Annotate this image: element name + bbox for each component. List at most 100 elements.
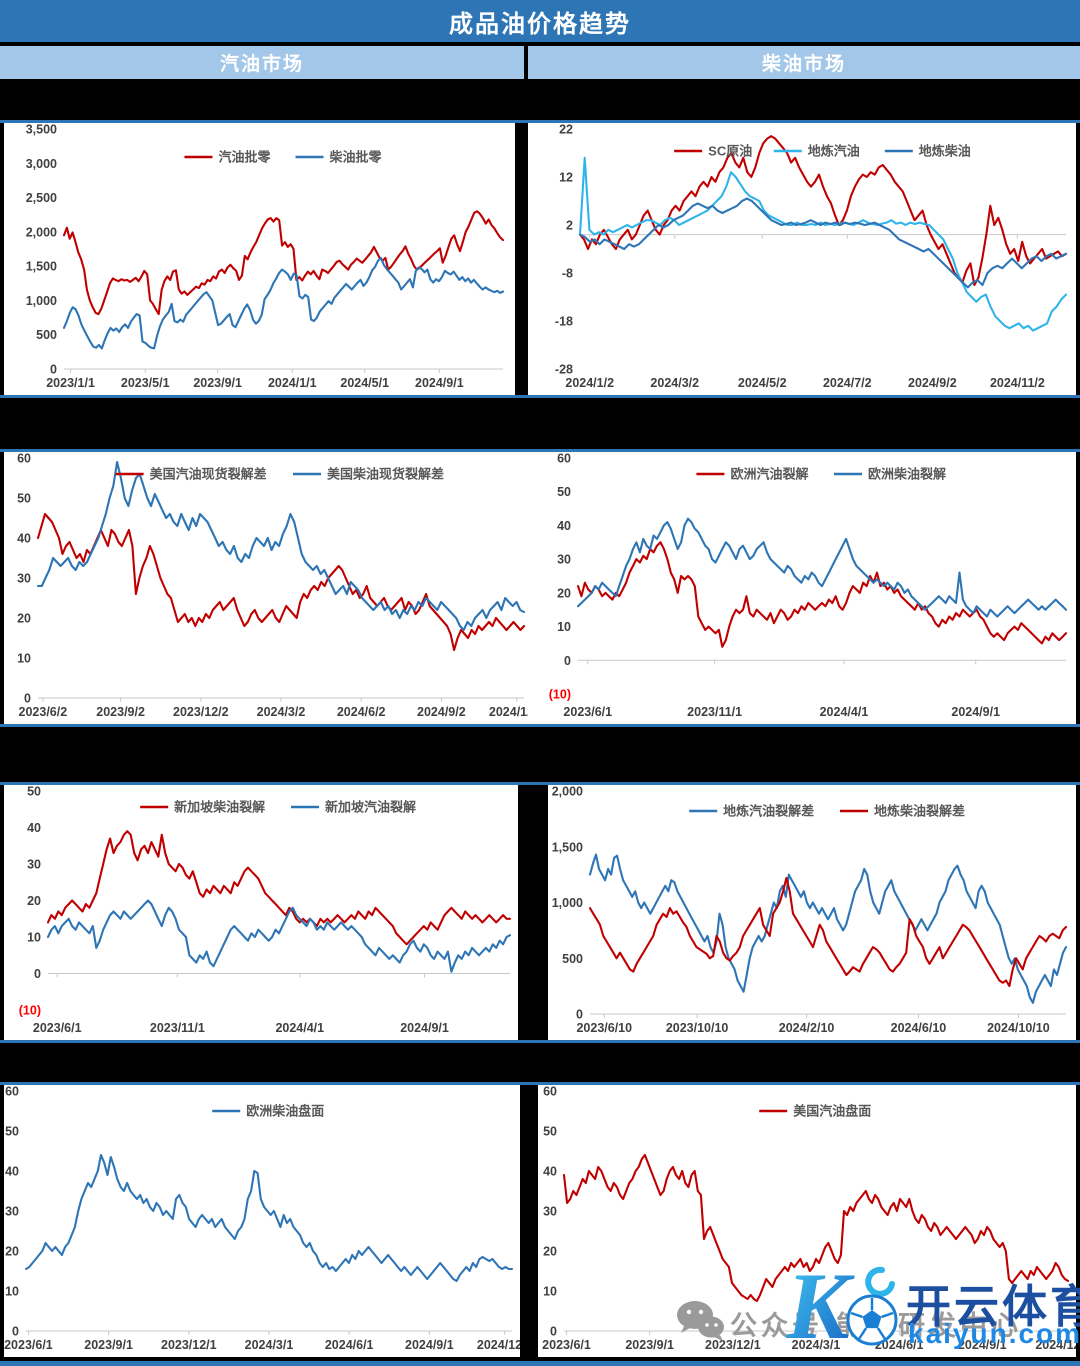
svg-text:2,500: 2,500 <box>26 191 57 205</box>
svg-text:10: 10 <box>17 652 31 666</box>
y-axis-labels: (10) 0 10 20 30 40 50 <box>19 785 41 1018</box>
svg-text:2024/9/2: 2024/9/2 <box>417 705 466 719</box>
svg-text:2023/9/1: 2023/9/1 <box>625 1338 674 1352</box>
y-axis-labels: 0 10 20 30 40 50 60 <box>5 1085 19 1339</box>
gasoline-diesel-wholesale-retail-chart: 0 500 1,000 1,500 2,000 2,500 3,000 3,500 2023/1… <box>26 123 505 390</box>
divider <box>0 42 1080 46</box>
svg-text:50: 50 <box>543 1125 557 1139</box>
svg-text:500: 500 <box>36 328 57 342</box>
svg-text:2023/6/1: 2023/6/1 <box>563 705 612 719</box>
legend: 汽油批零 柴油批零 <box>184 150 383 165</box>
series-欧洲柴油盘面 <box>24 1153 514 1283</box>
svg-text:3,500: 3,500 <box>26 123 57 137</box>
svg-text:60: 60 <box>557 452 571 466</box>
x-axis-labels: 2024/1/2 2024/3/2 2024/5/2 2024/7/2 2024/9/2… <box>565 376 1045 390</box>
accent-line <box>0 120 1080 123</box>
chart-panel-europe-crack: (10) 0 10 20 30 40 50 60 2023/6/1 2023/11/1 2024/4… <box>528 452 1076 724</box>
x-axis-labels: 2023/6/1 2023/11/1 2024/4/1 2024/9/1 <box>563 705 1000 719</box>
svg-text:2023/5/1: 2023/5/1 <box>121 376 170 390</box>
svg-text:(10): (10) <box>19 1004 41 1018</box>
svg-text:-28: -28 <box>555 363 573 377</box>
category-axis <box>590 1013 1066 1018</box>
svg-text:30: 30 <box>557 553 571 567</box>
svg-text:50: 50 <box>557 485 571 499</box>
legend: 新加坡柴油裂解 新加坡汽油裂解 <box>140 800 416 815</box>
category-axis <box>578 659 1066 665</box>
legend: SC原油 地炼汽油 地炼柴油 <box>674 144 971 159</box>
svg-text:40: 40 <box>557 519 571 533</box>
svg-text:地炼汽油裂解差: 地炼汽油裂解差 <box>723 804 814 819</box>
x-axis-labels: 2023/6/1 2023/9/1 2023/12/1 2024/3/1 2024/6/… <box>542 1338 1080 1352</box>
category-axis <box>564 1330 1068 1335</box>
x-axis-labels: 2023/6/1 2023/9/1 2023/12/1 2024/3/1 2024/6/… <box>4 1338 532 1352</box>
y-axis-labels: -28 -18 -8 2 12 22 <box>555 123 573 377</box>
legend: 美国汽油现货裂解差 美国柴油现货裂解差 <box>115 467 444 482</box>
legend: 地炼汽油裂解差 地炼柴油裂解差 <box>689 804 965 819</box>
svg-text:30: 30 <box>17 572 31 586</box>
svg-text:1,500: 1,500 <box>26 260 57 274</box>
svg-text:2023/6/1: 2023/6/1 <box>4 1338 53 1352</box>
svg-text:地炼柴油裂解差: 地炼柴油裂解差 <box>874 804 965 819</box>
column-divider <box>524 46 528 79</box>
svg-text:地炼汽油: 地炼汽油 <box>808 144 860 159</box>
y-axis-labels: 0 10 20 30 40 50 60 <box>543 1085 557 1339</box>
legend: 欧洲柴油盘面 <box>212 1104 324 1119</box>
svg-text:3,000: 3,000 <box>26 157 57 171</box>
svg-text:50: 50 <box>17 492 31 506</box>
page-title: 成品油价格趋势 <box>0 0 1080 42</box>
spacer-band <box>0 79 1080 120</box>
series-地炼汽油裂解差 <box>588 853 1068 1004</box>
svg-text:0: 0 <box>50 363 57 377</box>
svg-text:2024/6/10: 2024/6/10 <box>891 1021 947 1035</box>
svg-text:30: 30 <box>5 1205 19 1219</box>
svg-text:新加坡汽油裂解: 新加坡汽油裂解 <box>325 800 416 815</box>
svg-text:(10): (10) <box>549 688 571 702</box>
svg-text:欧洲柴油盘面: 欧洲柴油盘面 <box>246 1104 324 1119</box>
series-美国柴油现货裂解差 <box>36 460 526 632</box>
svg-text:2024/1/2: 2024/1/2 <box>565 376 614 390</box>
svg-text:1,000: 1,000 <box>26 294 57 308</box>
svg-text:2: 2 <box>566 219 573 233</box>
svg-text:2024/9/2: 2024/9/2 <box>908 376 957 390</box>
legend: 美国汽油盘面 <box>759 1104 871 1119</box>
svg-text:10: 10 <box>5 1285 19 1299</box>
svg-text:0: 0 <box>34 967 41 981</box>
svg-text:2024/12/2: 2024/12/2 <box>489 705 528 719</box>
row-separator <box>0 1040 1080 1085</box>
svg-text:2023/9/1: 2023/9/1 <box>84 1338 133 1352</box>
svg-text:汽油批零: 汽油批零 <box>218 150 271 165</box>
svg-text:0: 0 <box>12 1325 19 1339</box>
svg-text:60: 60 <box>5 1085 19 1099</box>
svg-text:500: 500 <box>562 952 583 966</box>
svg-text:2024/9/1: 2024/9/1 <box>951 705 1000 719</box>
svg-text:2023/11/1: 2023/11/1 <box>687 705 742 719</box>
svg-text:2023/12/1: 2023/12/1 <box>705 1338 761 1352</box>
svg-text:柴油批零: 柴油批零 <box>329 150 383 165</box>
chart-row-4: 0 10 20 30 40 50 60 2023/6/1 2023/9/1 2023/12/1 20… <box>0 1085 1080 1357</box>
panel-gap <box>515 123 528 395</box>
series-地炼柴油 <box>578 197 1068 289</box>
svg-text:0: 0 <box>550 1325 557 1339</box>
svg-text:2024/4/1: 2024/4/1 <box>275 1021 324 1035</box>
svg-text:60: 60 <box>17 452 31 466</box>
chart-row-3: (10) 0 10 20 30 40 50 2023/6/1 2023/11/1 2024/4/1… <box>0 785 1080 1040</box>
svg-text:2023/6/2: 2023/6/2 <box>19 705 68 719</box>
svg-text:2024/12: 2024/12 <box>1035 1338 1076 1352</box>
svg-text:20: 20 <box>17 612 31 626</box>
series-SC原油 <box>578 135 1068 287</box>
svg-text:2023/6/1: 2023/6/1 <box>33 1021 82 1035</box>
svg-text:40: 40 <box>27 821 41 835</box>
svg-text:2024/1/1: 2024/1/1 <box>268 376 317 390</box>
svg-text:40: 40 <box>17 532 31 546</box>
svg-text:2024/9/1: 2024/9/1 <box>400 1021 449 1035</box>
svg-text:60: 60 <box>543 1085 557 1099</box>
chart-panel-europe-diesel-futures: 0 10 20 30 40 50 60 2023/6/1 2023/9/1 2023/12/1 20… <box>4 1085 533 1357</box>
column-headers: 汽油市场 柴油市场 <box>0 46 1080 79</box>
europe-crack-spreads-chart: (10) 0 10 20 30 40 50 60 2023/6/1 2023/11/1 2024/4… <box>549 452 1068 719</box>
svg-text:2024/6/1: 2024/6/1 <box>325 1338 374 1352</box>
svg-text:美国柴油现货裂解差: 美国柴油现货裂解差 <box>327 467 444 482</box>
singapore-crack-spreads-chart: (10) 0 10 20 30 40 50 2023/6/1 2023/11/1 2024/4/1… <box>19 785 512 1035</box>
